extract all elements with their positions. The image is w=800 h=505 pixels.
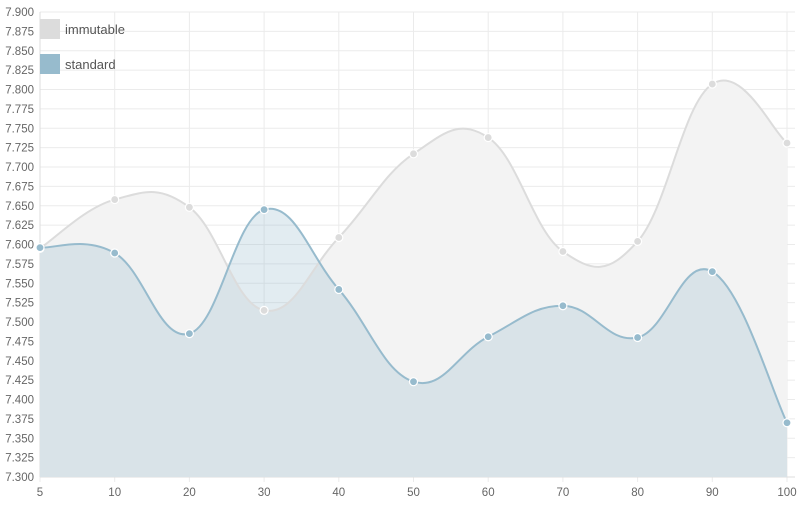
series-points — [35, 79, 792, 428]
data-point-standard — [110, 248, 120, 258]
y-tick-label: 7.325 — [5, 453, 34, 465]
y-axis-ticks: 7.300 7.325 7.350 7.375 7.400 7.425 7.450 7.475… — [5, 7, 34, 484]
y-tick-label: 7.400 — [5, 395, 34, 407]
y-tick-label: 7.625 — [5, 220, 34, 232]
x-tick-label: 90 — [706, 487, 719, 499]
data-point-standard — [259, 205, 269, 215]
y-tick-label: 7.825 — [5, 65, 34, 77]
data-point-immutable — [707, 79, 717, 89]
data-point-immutable — [259, 305, 269, 315]
y-tick-label: 7.375 — [5, 414, 34, 426]
x-tick-label: 80 — [631, 487, 644, 499]
y-tick-label: 7.900 — [5, 7, 34, 19]
series-line-immutable — [39, 79, 788, 312]
data-point-standard — [408, 377, 419, 387]
x-tick-label: 100 — [777, 487, 796, 499]
legend-swatch-immutable — [40, 19, 60, 39]
data-point-standard — [558, 301, 568, 311]
data-point-immutable — [334, 232, 344, 243]
y-tick-label: 7.425 — [5, 375, 34, 387]
data-point-standard — [184, 329, 194, 339]
data-point-immutable — [483, 132, 493, 143]
series-area-standard — [40, 208, 787, 477]
data-point-immutable — [558, 246, 568, 257]
y-tick-label: 7.650 — [5, 201, 34, 213]
y-tick-label: 7.850 — [5, 46, 34, 58]
data-point-standard — [632, 332, 643, 343]
x-tick-label: 5 — [37, 487, 43, 499]
x-tick-label: 40 — [332, 487, 345, 499]
series-area-immutable — [40, 80, 787, 477]
y-tick-label: 7.350 — [5, 433, 34, 445]
data-point-standard — [782, 418, 792, 428]
y-tick-label: 7.600 — [5, 240, 34, 252]
y-tick-label: 7.500 — [5, 317, 34, 329]
x-tick-label: 30 — [258, 487, 271, 499]
y-tick-label: 7.725 — [5, 143, 34, 155]
data-point-immutable — [782, 138, 792, 148]
data-point-immutable — [110, 194, 120, 205]
y-tick-label: 7.575 — [5, 259, 34, 271]
y-tick-label: 7.675 — [5, 181, 34, 193]
data-point-immutable — [184, 202, 194, 212]
y-tick-label: 7.450 — [5, 356, 34, 368]
x-tick-label: 20 — [183, 487, 196, 499]
data-point-standard — [334, 284, 344, 295]
y-tick-label: 7.525 — [5, 298, 34, 310]
x-tick-label: 10 — [108, 487, 121, 499]
legend-label-standard: standard — [65, 57, 116, 72]
data-point-immutable — [408, 149, 419, 159]
y-tick-label: 7.750 — [5, 123, 34, 135]
y-tick-label: 7.550 — [5, 278, 34, 290]
y-tick-label: 7.775 — [5, 104, 34, 116]
legend-label-immutable: immutable — [65, 22, 125, 37]
y-tick-label: 7.700 — [5, 162, 34, 174]
series-areas — [40, 80, 787, 477]
y-tick-label: 7.475 — [5, 336, 34, 348]
data-point-immutable — [632, 236, 643, 246]
data-point-standard — [707, 267, 717, 277]
y-tick-label: 7.800 — [5, 85, 34, 97]
y-tick-label: 7.875 — [5, 26, 34, 38]
data-point-standard — [483, 332, 493, 342]
x-axis-ticks: 5 10 20 30 40 50 60 70 80 90 100 — [37, 487, 797, 499]
y-tick-label: 7.300 — [5, 472, 34, 484]
x-tick-label: 50 — [407, 487, 420, 499]
legend-swatch-standard — [40, 54, 60, 74]
x-tick-label: 70 — [557, 487, 570, 499]
x-tick-label: 60 — [482, 487, 495, 499]
data-point-standard — [35, 243, 45, 253]
legend: immutable standard — [40, 19, 125, 74]
